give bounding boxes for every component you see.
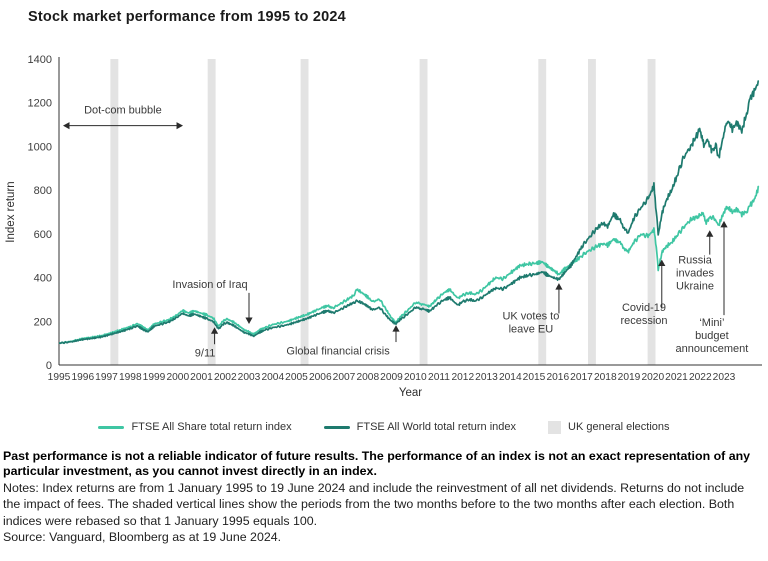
arrowhead: [706, 230, 714, 237]
russia-invades-ukraine-label: invades: [676, 267, 714, 279]
x-tick-label: 1997: [95, 372, 118, 383]
election-band: [300, 59, 309, 365]
x-tick-label: 2016: [546, 372, 569, 383]
arrowhead: [62, 122, 70, 130]
x-tick-label: 2017: [570, 372, 593, 383]
x-tick-label: 2009: [380, 372, 403, 383]
x-tick-label: 1996: [71, 372, 94, 383]
x-tick-label: 2015: [523, 372, 546, 383]
x-tick-label: 2007: [333, 372, 356, 383]
chart-legend: FTSE All Share total return index FTSE A…: [0, 417, 768, 437]
covid-recession-label: Covid-19: [622, 302, 666, 314]
x-tick-label: 2019: [618, 372, 641, 383]
russia-invades-ukraine-label: Ukraine: [676, 280, 714, 292]
uk-votes-leave-eu-label: UK votes to: [502, 311, 559, 323]
mini-budget-label: budget: [695, 330, 729, 342]
y-tick-label: 800: [34, 185, 52, 197]
x-tick-label: 2000: [166, 372, 189, 383]
arrowhead: [658, 259, 666, 267]
x-tick-label: 2008: [356, 372, 379, 383]
legend-label: FTSE All Share total return index: [131, 421, 292, 433]
chart-source: Source: Vanguard, Bloomberg as at 19 Jun…: [3, 529, 282, 544]
y-tick-label: 200: [34, 316, 52, 328]
russia-invades-ukraine-label: Russia: [678, 254, 713, 266]
x-tick-label: 2022: [689, 372, 712, 383]
x-tick-label: 2010: [404, 372, 427, 383]
x-tick-label: 2005: [285, 372, 308, 383]
x-tick-label: 2020: [641, 372, 664, 383]
all-world-line-swatch: [323, 425, 350, 429]
legend-label: UK general elections: [568, 421, 670, 433]
y-tick-label: 1400: [28, 54, 52, 66]
election-band: [207, 59, 216, 365]
arrowhead: [720, 220, 728, 228]
legend-item-ftse-all-share: FTSE All Share total return index: [98, 421, 292, 433]
arrowhead: [555, 283, 563, 290]
mini-budget-label: announcement: [676, 343, 749, 355]
nine-eleven-label: 9/11: [195, 347, 216, 359]
all-share-line-swatch: [98, 425, 125, 429]
y-tick-label: 400: [34, 273, 52, 285]
x-tick-label: 2003: [238, 372, 261, 383]
legend-item-ftse-all-world: FTSE All World total return index: [323, 421, 517, 433]
x-tick-label: 2013: [475, 372, 498, 383]
elections-band-swatch: [548, 420, 562, 434]
legend-item-elections: UK general elections: [548, 420, 670, 434]
election-band: [588, 59, 596, 365]
x-tick-label: 2023: [713, 372, 736, 383]
y-tick-label: 600: [34, 229, 52, 241]
x-tick-label: 1995: [48, 372, 71, 383]
series-line-ftse-all-world-total-return-index: [58, 80, 760, 345]
past-performance-disclaimer: Past performance is not a reliable indic…: [3, 449, 751, 479]
x-tick-label: 2021: [665, 372, 688, 383]
election-band: [419, 59, 428, 365]
uk-votes-leave-eu-label: leave EU: [509, 324, 554, 336]
covid-recession-label: recession: [620, 315, 667, 327]
x-tick-label: 2006: [309, 372, 332, 383]
arrowhead: [210, 327, 219, 334]
invasion-of-iraq-label: Invasion of Iraq: [172, 279, 247, 291]
y-tick-label: 1200: [28, 98, 52, 110]
x-tick-label: 2011: [428, 372, 450, 383]
x-tick-label: 1999: [143, 372, 166, 383]
chart-notes: Notes: Index returns are from 1 January …: [3, 480, 745, 528]
election-band: [647, 59, 656, 365]
arrowhead: [245, 317, 253, 325]
election-band: [538, 59, 547, 365]
y-tick-label: 0: [46, 360, 52, 372]
y-axis-title: Index return: [5, 181, 17, 242]
mini-budget-label: ‘Mini’: [699, 317, 724, 329]
legend-label: FTSE All World total return index: [356, 421, 517, 433]
x-tick-label: 2001: [190, 372, 213, 383]
chart-footnotes: Past performance is not a reliable indic…: [0, 437, 768, 545]
x-tick-label: 2012: [451, 372, 474, 383]
global-financial-crisis-label: Global financial crisis: [286, 346, 390, 358]
x-axis-title: Year: [399, 387, 422, 399]
x-tick-label: 2004: [261, 372, 284, 383]
y-tick-label: 1000: [28, 141, 52, 153]
x-tick-label: 2018: [594, 372, 617, 383]
dotcom-bubble-label: Dot-com bubble: [84, 105, 162, 117]
election-band: [110, 59, 119, 365]
x-tick-label: 2002: [214, 372, 237, 383]
series-line-ftse-all-share-total-return-index: [58, 185, 760, 345]
x-tick-label: 2014: [499, 372, 522, 383]
arrowhead: [392, 325, 400, 332]
page-title: Stock market performance from 1995 to 20…: [28, 9, 346, 25]
x-tick-label: 1998: [119, 372, 142, 383]
arrowhead: [176, 122, 184, 130]
